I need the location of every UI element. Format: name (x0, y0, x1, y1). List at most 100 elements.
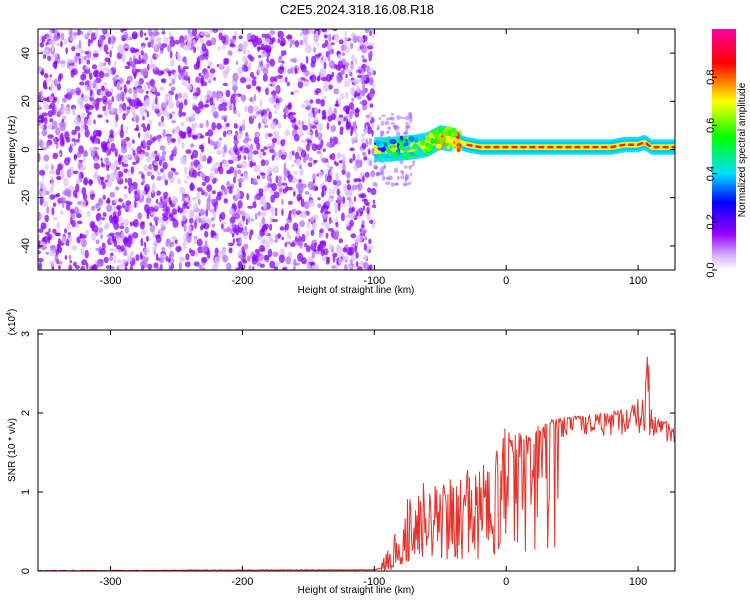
noise-blob (300, 62, 304, 70)
noise-blob (222, 107, 228, 111)
noise-blob (328, 42, 332, 51)
y-tick-label: 2 (20, 410, 32, 416)
signal-blob (428, 143, 434, 151)
noise-blob (169, 200, 172, 205)
noise-blob (201, 245, 208, 253)
noise-blob (39, 241, 47, 247)
noise-blob (347, 213, 352, 218)
noise-blob (351, 54, 356, 63)
noise-blob (83, 177, 88, 186)
noise-blob (106, 164, 110, 171)
noise-blob (167, 170, 173, 179)
noise-blob (368, 92, 375, 99)
noise-blob (269, 260, 276, 269)
noise-blob (170, 217, 176, 222)
noise-blob (48, 228, 51, 233)
noise-blob (280, 139, 286, 147)
noise-blob (57, 110, 60, 116)
noise-blob (254, 248, 261, 254)
noise-blob (214, 202, 217, 212)
noise-blob (232, 213, 239, 218)
noise-blob (346, 184, 352, 191)
noise-blob (146, 145, 151, 151)
noise-blob (127, 254, 133, 263)
noise-blob (181, 141, 185, 150)
noise-blob (266, 166, 273, 175)
spectrogram-ylabel: Frequency (Hz) (7, 116, 18, 185)
noise-blob (268, 111, 272, 120)
noise-blob (76, 138, 80, 143)
noise-blob (322, 96, 327, 100)
noise-blob (229, 166, 235, 174)
spectrogram-x-ticks: -300 -200 -100 0 100 (100, 29, 647, 287)
noise-blob (259, 263, 265, 268)
noise-blob (73, 206, 79, 215)
noise-blob (364, 29, 370, 34)
noise-blob (371, 29, 376, 38)
noise-blob (385, 181, 391, 186)
noise-blob (228, 208, 235, 215)
noise-blob (113, 60, 117, 70)
noise-blob (366, 206, 370, 215)
noise-blob (353, 91, 357, 99)
noise-blob (223, 144, 227, 153)
noise-blob (60, 210, 64, 216)
noise-blob (38, 262, 42, 270)
noise-blob (107, 99, 113, 106)
noise-blob (277, 66, 284, 75)
noise-blob (132, 161, 137, 165)
noise-blob (99, 35, 103, 45)
noise-blob (143, 133, 150, 140)
noise-blob (369, 29, 372, 37)
noise-blob (95, 102, 99, 111)
noise-blob (144, 108, 148, 113)
noise-blob (359, 42, 363, 47)
noise-blob (169, 59, 175, 67)
noise-blob (246, 255, 251, 262)
noise-blob (169, 30, 172, 38)
noise-blob (252, 265, 255, 270)
noise-blob (201, 181, 207, 187)
noise-blob (72, 170, 79, 174)
signal-blob (401, 146, 407, 151)
noise-blob (311, 251, 315, 259)
colorbar-tick-label: 0.4 (705, 166, 717, 181)
noise-blob (311, 143, 318, 151)
noise-blob (350, 233, 357, 239)
noise-blob (211, 91, 217, 99)
noise-blob (246, 49, 250, 55)
noise-blob (265, 241, 271, 248)
noise-blob (347, 79, 351, 88)
noise-blob (313, 46, 316, 53)
noise-blob (97, 129, 102, 138)
noise-blob (310, 186, 316, 190)
noise-blob (119, 49, 126, 55)
noise-blob (98, 220, 103, 226)
noise-blob (271, 138, 277, 144)
noise-blob (165, 206, 171, 214)
noise-blob (265, 87, 269, 96)
noise-blob (76, 190, 80, 198)
noise-blob (318, 52, 322, 57)
noise-blob (64, 106, 71, 115)
noise-blob (41, 112, 48, 117)
noise-blob (89, 89, 93, 97)
noise-blob (369, 42, 375, 46)
noise-blob (40, 71, 44, 75)
noise-blob (403, 165, 408, 169)
noise-blob (196, 238, 203, 247)
noise-blob (155, 155, 160, 162)
noise-blob (359, 207, 363, 212)
noise-blob (185, 253, 190, 261)
noise-blob (336, 76, 343, 84)
noise-blob (177, 92, 182, 99)
noise-blob (146, 171, 152, 177)
noise-blob (80, 247, 85, 255)
noise-blob (299, 39, 304, 46)
noise-blob (192, 149, 199, 159)
noise-blob (201, 43, 207, 52)
noise-blob (178, 64, 181, 74)
noise-blob (125, 125, 129, 135)
noise-blob (152, 241, 158, 247)
